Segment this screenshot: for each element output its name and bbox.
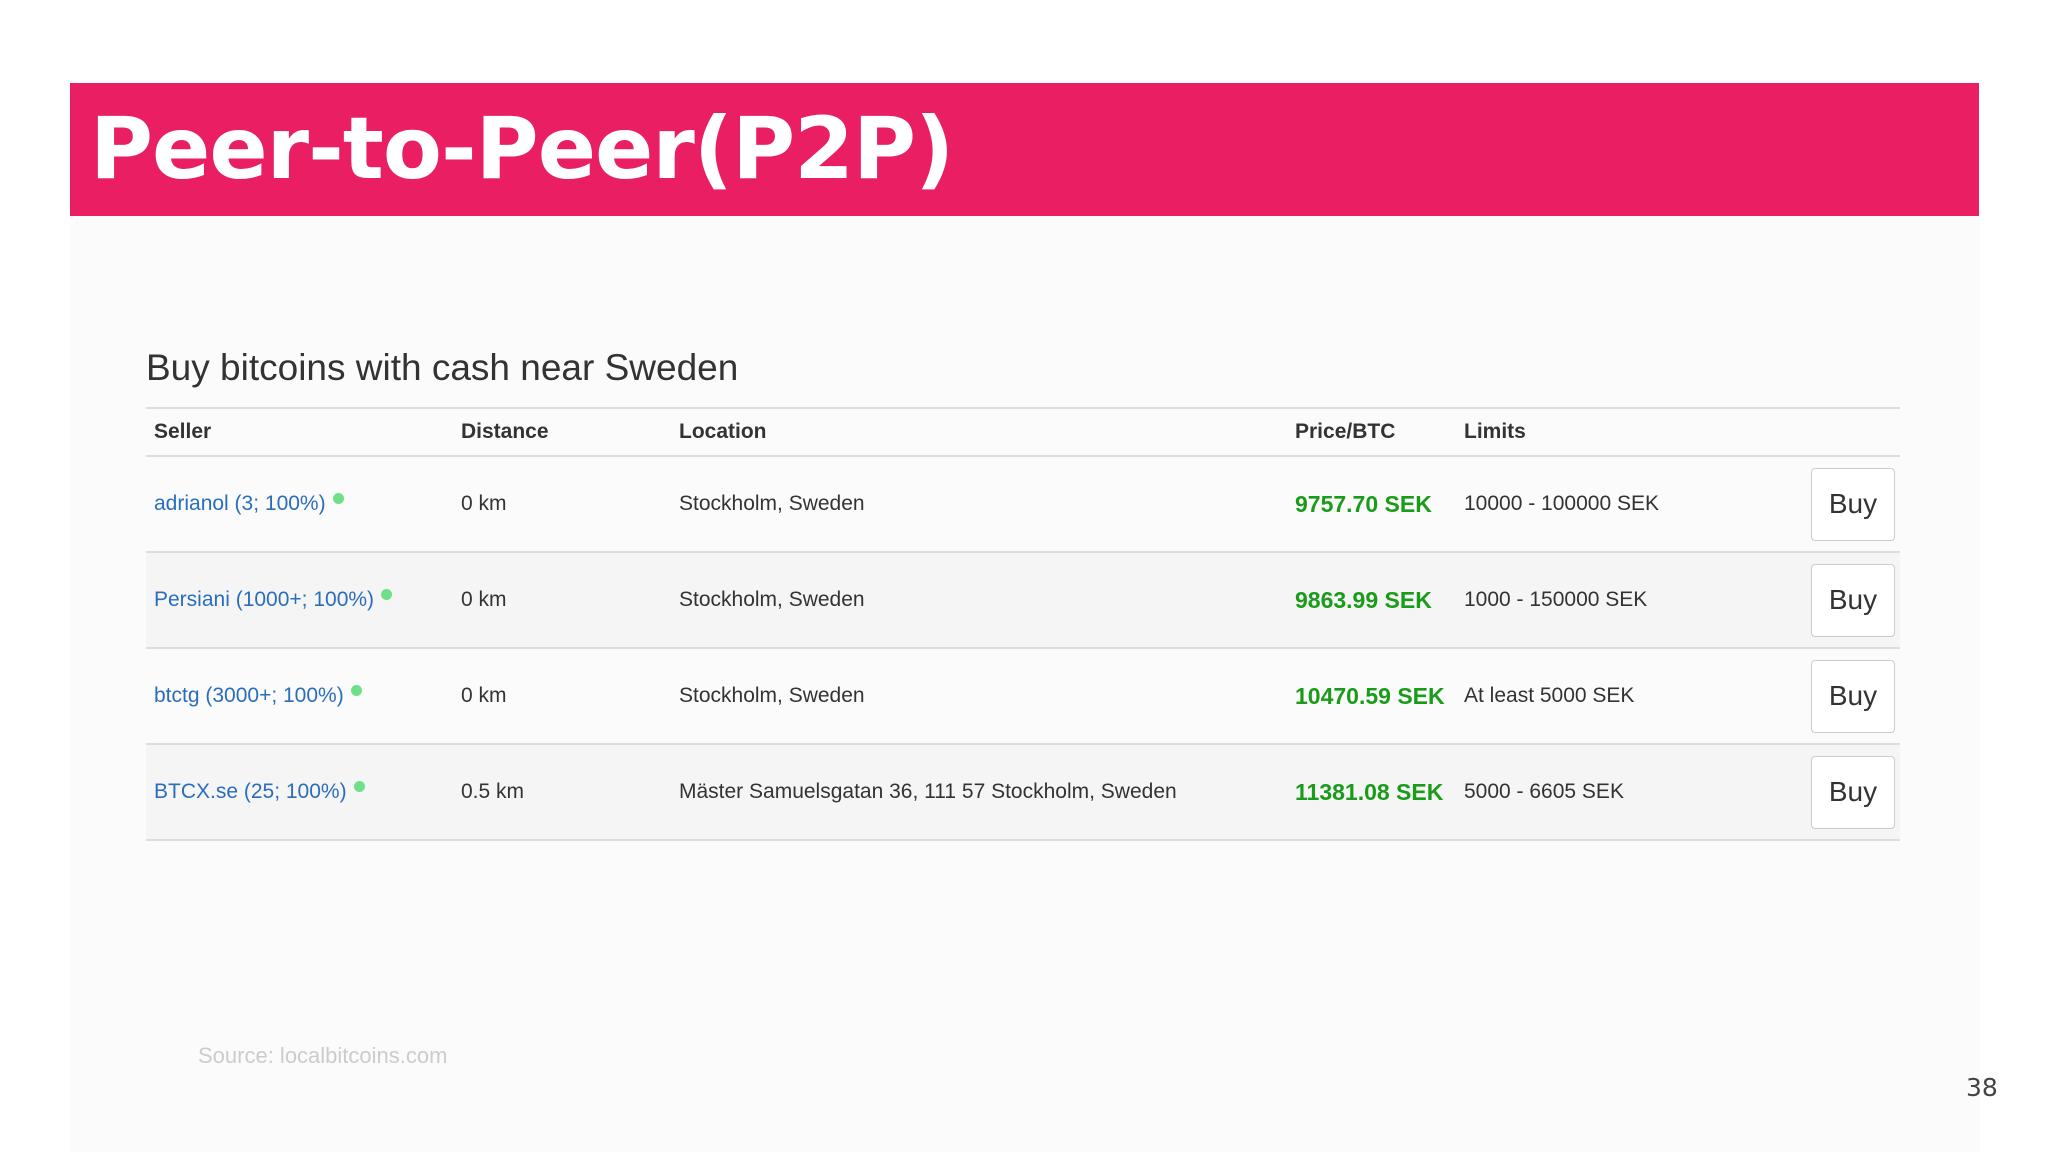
table-row: Persiani (1000+; 100%) 0 km Stockholm, S… (146, 553, 1900, 649)
price-cell: 9863.99 SEK (1295, 586, 1432, 613)
seller-link[interactable]: Persiani (1000+; 100%) (154, 588, 375, 611)
buy-button[interactable]: Buy (1811, 755, 1895, 829)
price-cell: 10470.59 SEK (1295, 682, 1445, 709)
distance-cell: 0 km (461, 588, 507, 611)
offers-screenshot: Buy bitcoins with cash near Sweden Selle… (146, 335, 1900, 841)
seller-link[interactable]: adrianol (3; 100%) (154, 492, 326, 515)
slide-title: Peer-to-Peer(P2P) (90, 99, 954, 199)
seller-link[interactable]: BTCX.se (25; 100%) (154, 780, 347, 803)
location-cell: Stockholm, Sweden (679, 492, 865, 515)
source-note: Source: localbitcoins.com (198, 1043, 448, 1068)
distance-cell: 0.5 km (461, 780, 525, 803)
online-status-icon (353, 780, 365, 792)
table-row: BTCX.se (25; 100%) 0.5 km Mäster Samuels… (146, 745, 1900, 841)
online-status-icon (350, 684, 362, 696)
seller-link[interactable]: btctg (3000+; 100%) (154, 684, 344, 707)
limits-cell: 10000 - 100000 SEK (1464, 492, 1659, 515)
location-cell: Stockholm, Sweden (679, 588, 865, 611)
limits-cell: 1000 - 150000 SEK (1464, 588, 1648, 611)
page-number: 38 (1966, 1073, 1998, 1102)
table-row: btctg (3000+; 100%) 0 km Stockholm, Swed… (146, 649, 1900, 745)
limits-cell: 5000 - 6605 SEK (1464, 780, 1624, 803)
location-cell: Stockholm, Sweden (679, 684, 865, 707)
column-header-location: Location (679, 420, 767, 443)
distance-cell: 0 km (461, 684, 507, 707)
buy-button[interactable]: Buy (1811, 659, 1895, 733)
column-header-distance: Distance (461, 420, 549, 443)
online-status-icon (381, 588, 393, 600)
column-header-limits: Limits (1464, 420, 1526, 443)
column-header-seller: Seller (154, 420, 212, 443)
offers-table: Seller Distance Location Price/BTC Limit… (146, 407, 1900, 841)
online-status-icon (332, 492, 344, 504)
buy-button[interactable]: Buy (1811, 563, 1895, 637)
table-row: adrianol (3; 100%) 0 km Stockholm, Swede… (146, 457, 1900, 553)
slide-background (70, 216, 1980, 1152)
price-cell: 11381.08 SEK (1295, 778, 1444, 805)
offers-heading: Buy bitcoins with cash near Sweden (146, 347, 739, 388)
distance-cell: 0 km (461, 492, 507, 515)
price-cell: 9757.70 SEK (1295, 490, 1432, 517)
column-header-price: Price/BTC (1295, 420, 1396, 443)
table-header-row: Seller Distance Location Price/BTC Limit… (146, 409, 1900, 457)
buy-button[interactable]: Buy (1811, 467, 1895, 541)
location-cell: Mäster Samuelsgatan 36, 111 57 Stockholm… (679, 780, 1177, 803)
title-banner: Peer-to-Peer(P2P) (70, 83, 1979, 216)
limits-cell: At least 5000 SEK (1464, 684, 1635, 707)
